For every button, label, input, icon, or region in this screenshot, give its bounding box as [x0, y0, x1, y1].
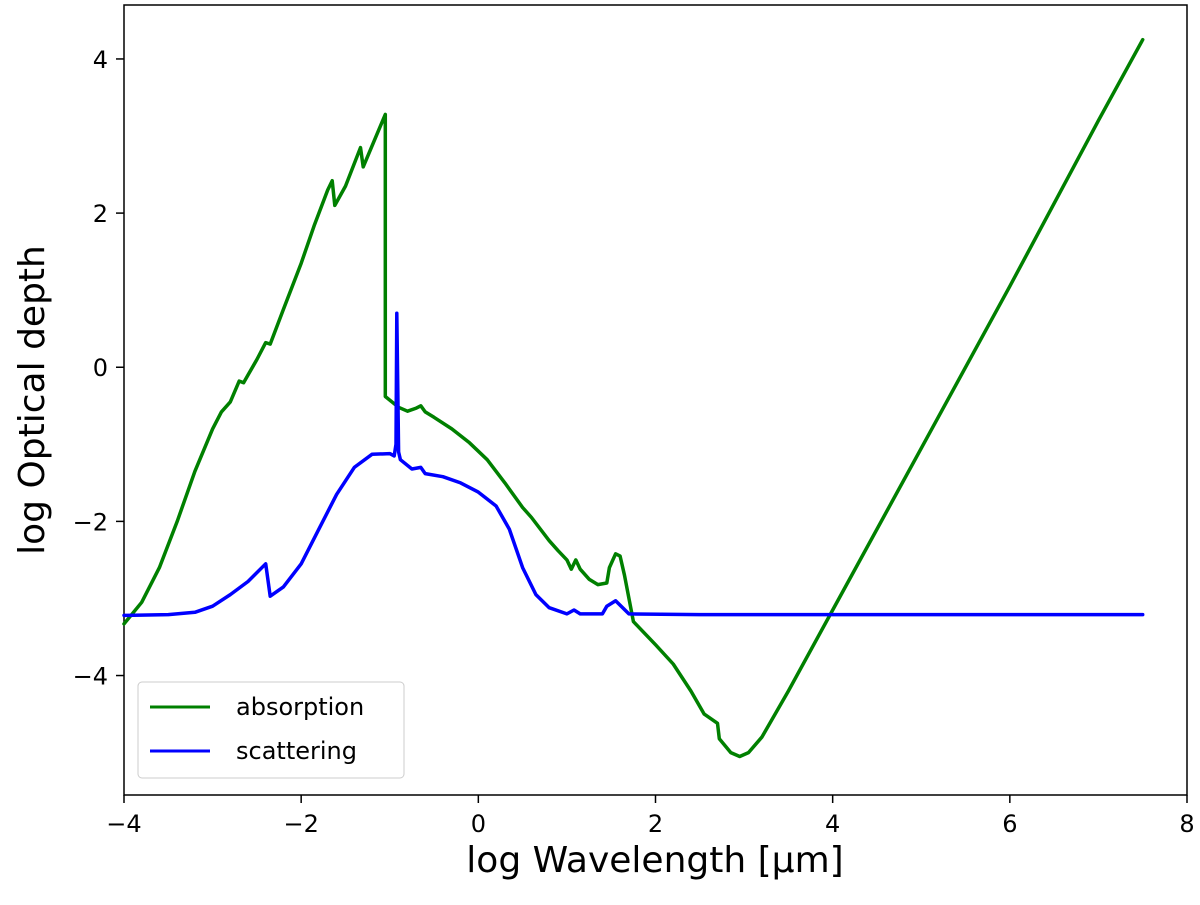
series-line-scattering [122, 311, 1145, 618]
y-tick-label: −4 [73, 663, 108, 691]
x-tick-label: 2 [648, 810, 663, 838]
x-axis-label: log Wavelength [μm] [466, 840, 843, 881]
legend-label-scattering: scattering [236, 737, 357, 765]
legend-label-absorption: absorption [236, 693, 364, 721]
x-tick-label: −4 [106, 810, 141, 838]
y-tick-label: 0 [93, 354, 108, 382]
series-layer [122, 37, 1145, 759]
y-tick-label: −2 [73, 508, 108, 536]
x-tick-label: 4 [825, 810, 840, 838]
y-axis-label: log Optical depth [12, 245, 53, 555]
y-tick-label: 2 [93, 200, 108, 228]
plot-area-frame [123, 4, 1188, 796]
x-axis-ticks: −4 −2 0 2 4 6 8 [106, 795, 1195, 838]
y-tick-label: 4 [93, 46, 108, 74]
series-line-absorption [122, 37, 1145, 759]
y-axis-ticks: −4 −2 0 2 4 [73, 46, 124, 691]
legend: absorption scattering [137, 681, 405, 779]
x-tick-label: 0 [471, 810, 486, 838]
x-tick-label: −2 [283, 810, 318, 838]
x-tick-label: 6 [1002, 810, 1017, 838]
x-tick-label: 8 [1179, 810, 1194, 838]
